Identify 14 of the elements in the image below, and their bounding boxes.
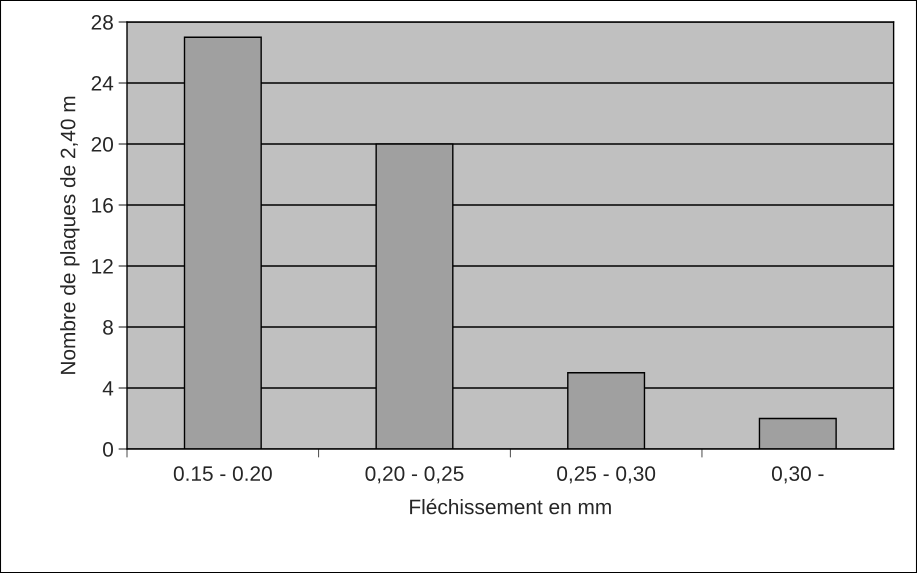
x-tick-label: 0,25 - 0,30 bbox=[557, 466, 656, 484]
y-axis-title: Nombre de plaques de 2,40 m bbox=[60, 96, 80, 374]
y-tick-label: 8 bbox=[103, 320, 113, 335]
x-axis-title: Fléchissement en mm bbox=[410, 498, 611, 514]
x-tick-label: 0,20 - 0,25 bbox=[366, 466, 464, 484]
y-tick-label: 24 bbox=[92, 76, 114, 91]
y-tick-label: 12 bbox=[92, 259, 113, 274]
y-tick-label: 20 bbox=[92, 137, 113, 152]
y-tick-label: 28 bbox=[92, 15, 113, 30]
y-tick-label: 16 bbox=[92, 198, 113, 213]
y-tick-label: 0 bbox=[103, 442, 113, 457]
y-tick-label: 4 bbox=[102, 381, 114, 396]
x-tick-label: 0.15 - 0.20 bbox=[174, 466, 272, 481]
x-tick-label: 0,30 - bbox=[772, 466, 824, 484]
